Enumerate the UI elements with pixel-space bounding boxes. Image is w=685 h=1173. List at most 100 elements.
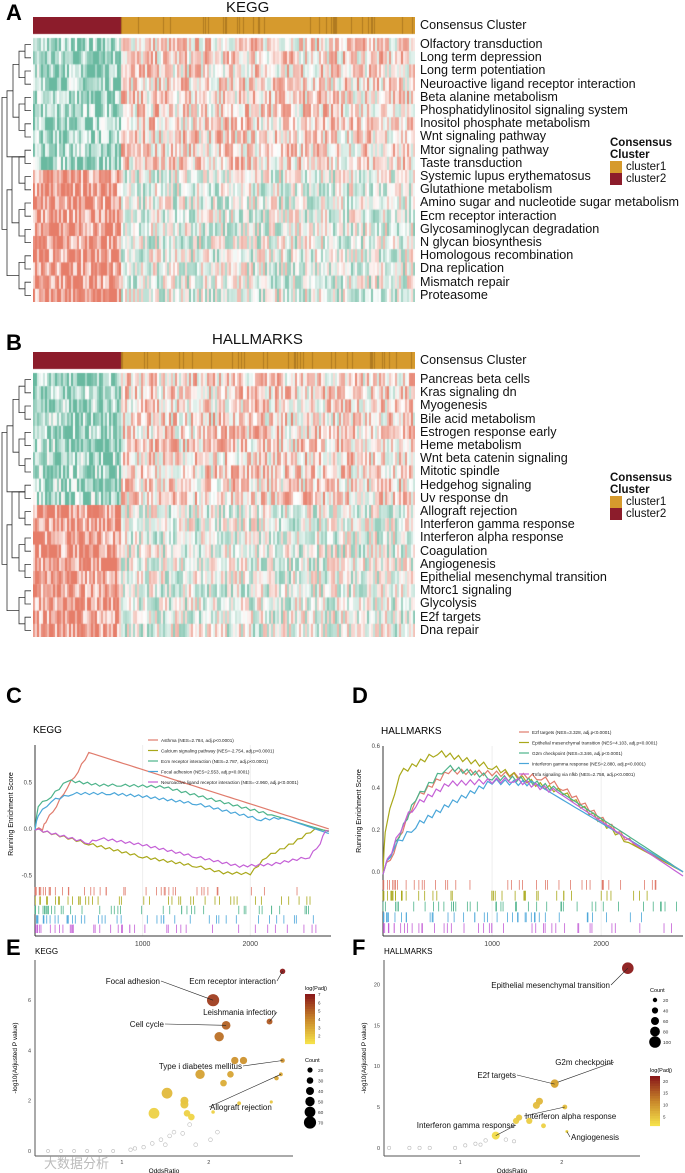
- dendrogram-branch: [24, 564, 31, 578]
- dendrogram-branch: [24, 70, 31, 85]
- size-legend-dot: [650, 1026, 660, 1037]
- size-legend-label: 80: [663, 1030, 669, 1036]
- dendrogram-branch: [24, 123, 31, 138]
- heatmap-row-label: E2f targets: [420, 609, 481, 624]
- heatmap-row-label: Long term depression: [420, 50, 542, 65]
- label-leader-line: [516, 1074, 555, 1085]
- significant-point: [532, 1101, 540, 1109]
- legend-label: E2f targets (NES=3.328, adj.p<0.0001): [532, 730, 612, 735]
- label-leader-line: [160, 980, 214, 1001]
- heatmap-title-hallmarks: HALLMARKS: [212, 331, 303, 348]
- significant-point: [491, 1131, 500, 1140]
- label-leader-line: [610, 967, 629, 986]
- legend-title: Consensus Cluster: [610, 472, 672, 496]
- dendrogram-branch: [18, 385, 25, 413]
- color-legend-tick: 2: [318, 1034, 321, 1039]
- heatmap-cells: [33, 17, 415, 302]
- size-legend-title: Count: [650, 988, 665, 994]
- point-label: E2f targets: [477, 1071, 516, 1080]
- heatmap-row-label: Angiogenesis: [420, 556, 496, 571]
- significant-point: [227, 1071, 234, 1078]
- nonsignificant-point: [163, 1142, 168, 1147]
- significant-point: [266, 1018, 273, 1025]
- color-scale-step: [650, 1081, 660, 1084]
- heatmap-cells: [33, 352, 415, 637]
- y-tick-label: 4: [28, 1048, 31, 1054]
- size-legend-dot: [651, 1017, 659, 1025]
- nonsignificant-point: [187, 1122, 192, 1127]
- color-scale-step: [305, 1014, 315, 1017]
- x-tick-label: 1: [459, 1160, 462, 1166]
- heatmap-row-label: Wnt signaling pathway: [420, 129, 547, 144]
- dendrogram-branch: [24, 44, 31, 59]
- panel-label-e: E: [6, 935, 21, 960]
- y-tick-label: 10: [374, 1064, 380, 1070]
- nonsignificant-point: [407, 1145, 412, 1150]
- legend-label: Calcium signaling pathway (NES=-2.754, a…: [161, 749, 275, 754]
- annotation-label: Consensus Cluster: [420, 353, 527, 367]
- y-tick-label: 0.0: [24, 827, 33, 833]
- x-tick-label: 2: [207, 1160, 210, 1166]
- heatmap-row-label: Myogenesis: [420, 398, 488, 413]
- point-label: Focal adhesion: [106, 977, 160, 986]
- series-line: [382, 749, 684, 875]
- dendrogram-branch: [24, 97, 31, 111]
- dendrogram-branch: [18, 544, 25, 572]
- dendrogram-branch: [24, 379, 31, 394]
- heatmap-row-label: Wnt beta catenin signaling: [420, 451, 568, 466]
- color-legend-title: log(Padj): [305, 986, 327, 992]
- point-label: Allograft rejection: [210, 1103, 272, 1112]
- heatmap-row-label: Mismatch repair: [420, 274, 510, 289]
- dendrogram-branch: [24, 432, 31, 446]
- nonsignificant-point: [111, 1149, 116, 1153]
- nonsignificant-point: [193, 1142, 198, 1147]
- heatmap-row-label: Mtor signaling pathway: [420, 142, 549, 157]
- dendrogram-branch: [24, 229, 31, 243]
- label-leader-line: [554, 1061, 615, 1084]
- heatmap-row-label: Pancreas beta cells: [420, 372, 530, 386]
- plot-title: KEGG: [35, 947, 58, 956]
- label-leader-line: [276, 971, 283, 982]
- heatmap-row-label: Inositol phosphate metabolism: [420, 116, 591, 131]
- heatmap-row-label: Uv response dn: [420, 490, 509, 505]
- dendrogram-branch: [24, 176, 31, 191]
- y-tick-label: 6: [28, 998, 31, 1004]
- row-dendrogram: [1, 44, 31, 296]
- watermark: 大数据分析: [44, 1156, 110, 1171]
- x-tick-label: 1000: [135, 941, 151, 948]
- dendrogram-branch: [24, 149, 31, 164]
- nonsignificant-point: [158, 1137, 164, 1142]
- enrichment-bubble-hallmarks: HALLMARKS 0 5 10 15 20 1 2 OddsRatio -log10(Adjus…: [361, 947, 672, 1173]
- y-tick-label: 0.5: [24, 780, 33, 786]
- legend-label: cluster1: [626, 161, 667, 174]
- nonsignificant-point: [141, 1145, 146, 1150]
- point-label: Cell cycle: [130, 1020, 165, 1029]
- dendrogram-branch: [18, 491, 25, 519]
- color-scale-step: [305, 1034, 315, 1037]
- size-legend-dot: [303, 1116, 317, 1129]
- point-label: Type i diabetes mellitus: [159, 1062, 242, 1071]
- significant-point: [279, 968, 286, 975]
- heatmap-row-label: Dna replication: [420, 261, 505, 276]
- series-line: [382, 778, 684, 875]
- x-tick-label: 2: [560, 1160, 563, 1166]
- plot-title: HALLMARKS: [384, 947, 432, 956]
- dendrogram-branch: [18, 438, 25, 466]
- color-scale-step: [305, 1021, 315, 1025]
- size-legend-dot: [304, 1106, 316, 1118]
- x-axis-label: OddsRatio: [497, 1168, 528, 1173]
- dendrogram-branch: [18, 103, 25, 131]
- color-scale-step: [650, 1121, 660, 1124]
- color-scale-step: [650, 1106, 660, 1109]
- color-scale-step: [305, 996, 315, 1000]
- heatmap-row-label: N glycan biosynthesis: [420, 235, 542, 249]
- color-scale-step: [305, 1026, 315, 1030]
- color-scale-step: [305, 999, 315, 1002]
- plot-title: HALLMARKS: [381, 726, 442, 737]
- dendrogram-branch: [24, 281, 31, 296]
- color-legend-tick: 6: [318, 1000, 321, 1005]
- series-line: [34, 779, 329, 833]
- legend-item: cluster2: [610, 508, 670, 520]
- dendrogram-branch: [11, 491, 25, 559]
- legend-item: cluster1: [610, 496, 670, 508]
